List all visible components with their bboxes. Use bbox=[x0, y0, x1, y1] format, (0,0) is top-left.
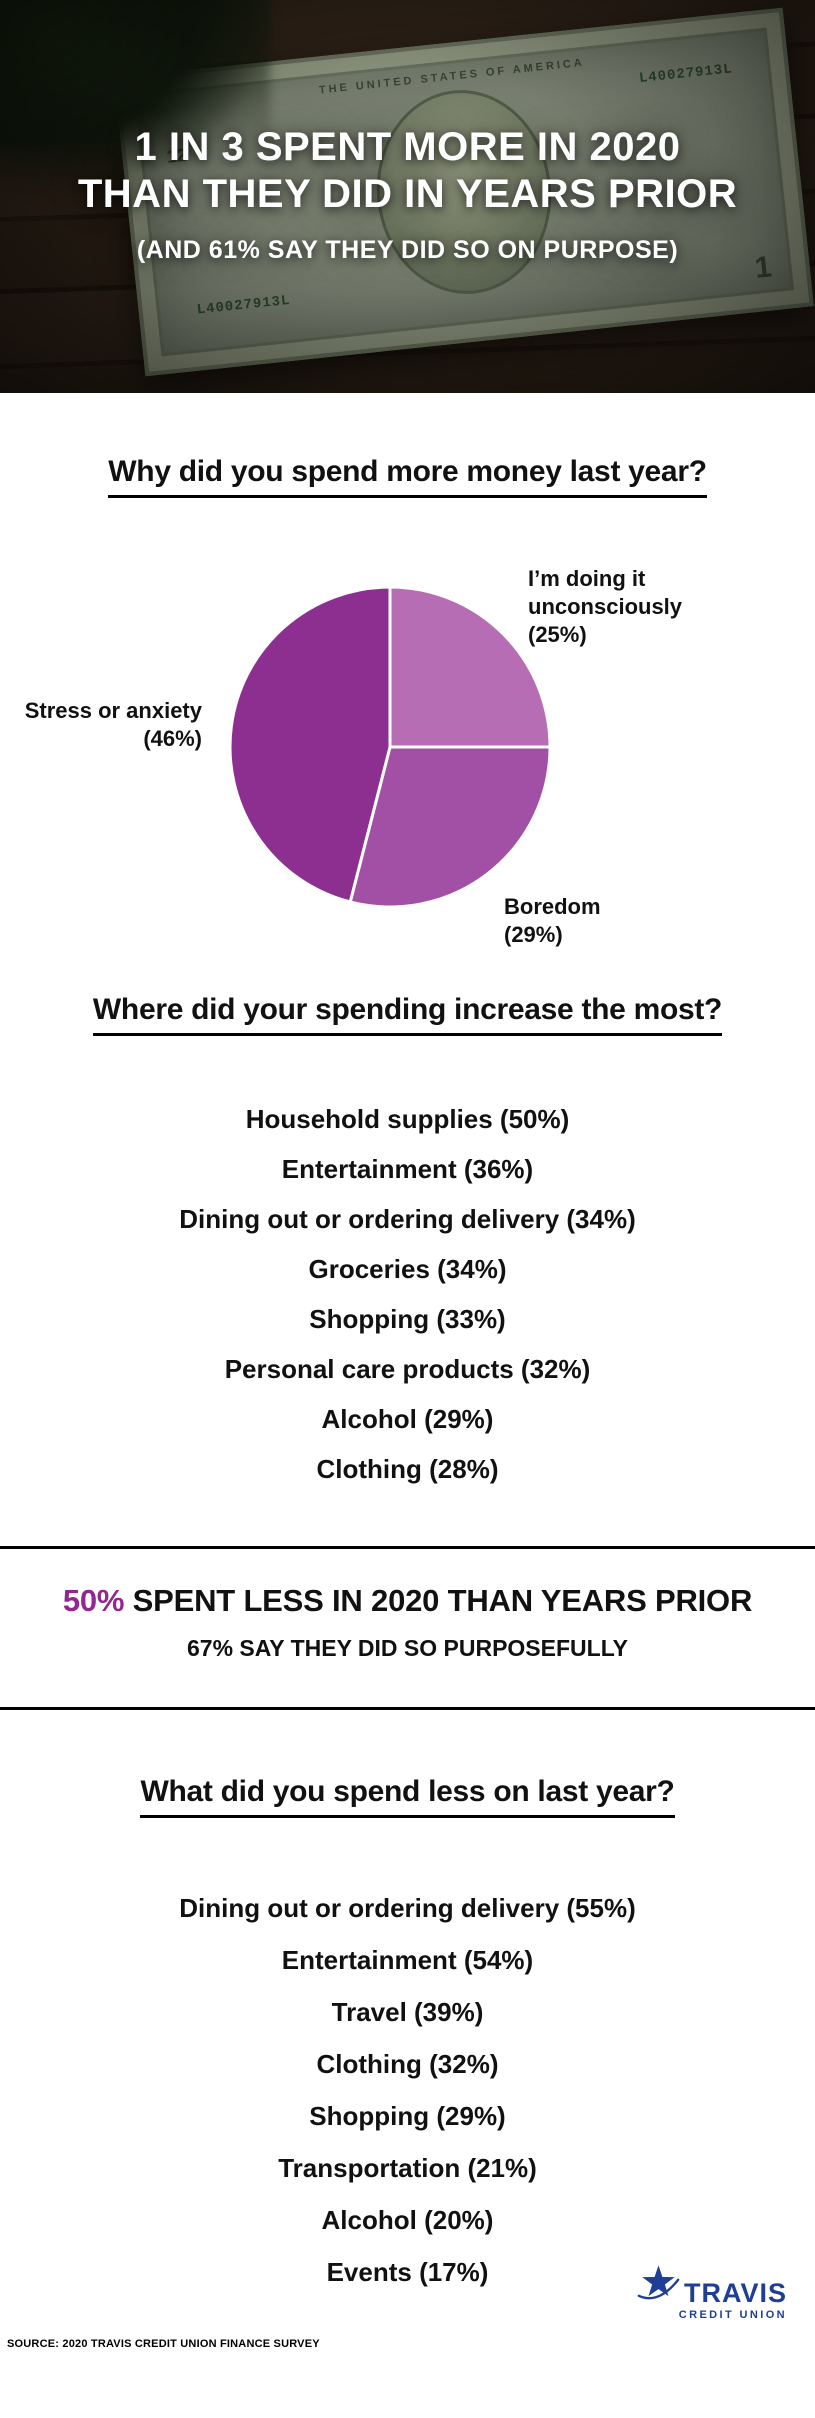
star-icon bbox=[637, 2265, 680, 2300]
pie-label-boredom: Boredom (29%) bbox=[504, 893, 724, 949]
section-heading-less-text: What did you spend less on last year? bbox=[140, 1775, 675, 1818]
pie-slice-stress bbox=[228, 585, 392, 904]
list-item: Alcohol (29%) bbox=[321, 1404, 494, 1434]
pie-chart bbox=[228, 585, 552, 909]
pie-label-unconsciously-pct: (25%) bbox=[528, 622, 587, 647]
divider-line bbox=[0, 1546, 815, 1549]
pie-label-stress-name: Stress or anxiety bbox=[24, 698, 202, 723]
pie-label-unconsciously-name: I’m doing it unconsciously bbox=[528, 566, 683, 619]
section-heading-spend-more: Why did you spend more money last year? bbox=[0, 455, 815, 498]
list-item: Clothing (28%) bbox=[316, 1454, 499, 1484]
spent-less-statement: 50% SPENT LESS IN 2020 THAN YEARS PRIOR … bbox=[0, 1583, 815, 1662]
list-item: Travel (39%) bbox=[331, 1997, 484, 2027]
list-item: Household supplies (50%) bbox=[245, 1104, 570, 1134]
increase-list: Household supplies (50%) Entertainment (… bbox=[0, 1106, 815, 1506]
list-item: Shopping (33%) bbox=[309, 1304, 506, 1334]
logo-subtitle: CREDIT UNION bbox=[678, 2309, 787, 2321]
pie-label-stress: Stress or anxiety (46%) bbox=[0, 697, 202, 753]
spent-less-subheadline: 67% SAY THEY DID SO PURPOSEFULLY bbox=[187, 1635, 628, 1661]
list-item: Dining out or ordering delivery (34%) bbox=[179, 1204, 636, 1234]
pie-slice-boredom bbox=[348, 745, 552, 909]
logo-wordmark: TRAVIS bbox=[683, 2278, 787, 2308]
list-item: Clothing (32%) bbox=[316, 2049, 499, 2079]
list-item: Groceries (34%) bbox=[308, 1254, 507, 1284]
section-heading-increase-text: Where did your spending increase the mos… bbox=[92, 993, 722, 1036]
travis-logo: TRAVIS CREDIT UNION bbox=[637, 2264, 787, 2321]
divider-line bbox=[0, 1707, 815, 1710]
pie-label-boredom-pct: (29%) bbox=[504, 922, 563, 947]
section-heading-less: What did you spend less on last year? bbox=[0, 1775, 815, 1818]
pie-slice-unconsciously bbox=[388, 585, 552, 749]
less-list: Dining out or ordering delivery (55%) En… bbox=[0, 1895, 815, 2311]
list-item: Entertainment (36%) bbox=[281, 1154, 534, 1184]
spent-less-headline: 50% SPENT LESS IN 2020 THAN YEARS PRIOR bbox=[0, 1583, 815, 1619]
logo-row: TRAVIS bbox=[637, 2264, 787, 2308]
list-item: Personal care products (32%) bbox=[224, 1354, 591, 1384]
header-title-line1: 1 IN 3 SPENT MORE IN 2020 bbox=[134, 125, 681, 169]
list-item: Events (17%) bbox=[326, 2257, 489, 2287]
pie-label-unconsciously: I’m doing it unconsciously (25%) bbox=[528, 565, 794, 649]
section-heading-spend-more-text: Why did you spend more money last year? bbox=[108, 455, 707, 498]
list-item: Shopping (29%) bbox=[309, 2101, 506, 2131]
list-item: Alcohol (20%) bbox=[321, 2205, 494, 2235]
header-title: 1 IN 3 SPENT MORE IN 2020 THAN THEY DID … bbox=[0, 124, 815, 218]
spent-less-headline-rest: SPENT LESS IN 2020 THAN YEARS PRIOR bbox=[124, 1583, 753, 1618]
header-subtitle: (AND 61% SAY THEY DID SO ON PURPOSE) bbox=[136, 236, 679, 264]
pie-label-stress-pct: (46%) bbox=[143, 726, 202, 751]
header-content: 1 IN 3 SPENT MORE IN 2020 THAN THEY DID … bbox=[0, 0, 815, 265]
header-title-line2: THAN THEY DID IN YEARS PRIOR bbox=[77, 172, 738, 216]
header-photo: THE UNITED STATES OF AMERICA L40027913L … bbox=[0, 0, 815, 393]
spent-less-headline-highlight: 50% bbox=[62, 1583, 125, 1618]
section-heading-increase: Where did your spending increase the mos… bbox=[0, 993, 815, 1036]
list-item: Entertainment (54%) bbox=[281, 1945, 534, 1975]
bill-serial: L40027913L bbox=[196, 292, 292, 319]
list-item: Transportation (21%) bbox=[278, 2153, 537, 2183]
list-item: Dining out or ordering delivery (55%) bbox=[179, 1893, 636, 1923]
pie-chart-area: I’m doing it unconsciously (25%) Stress … bbox=[0, 545, 815, 1005]
source-text: SOURCE: 2020 TRAVIS CREDIT UNION FINANCE… bbox=[7, 2338, 320, 2350]
pie-label-boredom-name: Boredom bbox=[504, 894, 601, 919]
